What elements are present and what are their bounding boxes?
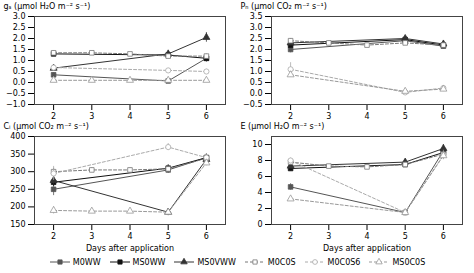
svg-text:2: 2 bbox=[257, 204, 262, 213]
svg-text:4: 4 bbox=[127, 232, 132, 241]
svg-text:10: 10 bbox=[252, 140, 262, 149]
svg-text:−0.5: −0.5 bbox=[6, 89, 25, 98]
svg-text:2.5: 2.5 bbox=[250, 34, 263, 43]
svg-text:3: 3 bbox=[326, 112, 331, 120]
svg-text:1.5: 1.5 bbox=[250, 56, 263, 65]
svg-text:4: 4 bbox=[257, 188, 262, 197]
svg-text:5: 5 bbox=[166, 112, 171, 120]
html-text:M0C0S: M0C0S bbox=[267, 257, 296, 267]
svg-text:4: 4 bbox=[364, 112, 369, 120]
svg-text:0.5: 0.5 bbox=[250, 78, 263, 87]
html-text:MS0C0S: MS0C0S bbox=[392, 257, 426, 267]
svg-text:2: 2 bbox=[51, 112, 56, 120]
svg-text:2: 2 bbox=[51, 232, 56, 241]
svg-text:8: 8 bbox=[257, 156, 262, 165]
svg-text:Days after application: Days after application bbox=[323, 244, 411, 253]
svg-text:E (µmol H₂O m⁻² s⁻¹): E (µmol H₂O m⁻² s⁻¹) bbox=[241, 122, 325, 131]
svg-text:1.0: 1.0 bbox=[250, 67, 263, 76]
html-text:MS0WW: MS0WW bbox=[132, 257, 166, 267]
svg-text:2: 2 bbox=[288, 232, 293, 241]
svg-text:350: 350 bbox=[10, 150, 25, 159]
svg-text:0.0: 0.0 bbox=[13, 78, 26, 87]
svg-text:300: 300 bbox=[10, 167, 25, 176]
svg-text:3.0: 3.0 bbox=[13, 12, 26, 21]
svg-text:5: 5 bbox=[403, 112, 408, 120]
svg-text:6: 6 bbox=[204, 232, 209, 241]
svg-text:2: 2 bbox=[288, 112, 293, 120]
svg-text:2.0: 2.0 bbox=[250, 45, 263, 54]
html-text:M0WW: M0WW bbox=[72, 257, 101, 267]
html-text:M0C0S6: M0C0S6 bbox=[327, 257, 361, 267]
svg-text:3.5: 3.5 bbox=[250, 12, 263, 21]
svg-text:150: 150 bbox=[10, 220, 25, 229]
svg-text:3: 3 bbox=[89, 112, 94, 120]
svg-text:4: 4 bbox=[127, 112, 132, 120]
svg-text:200: 200 bbox=[10, 202, 25, 211]
svg-text:250: 250 bbox=[10, 185, 25, 194]
svg-text:0: 0 bbox=[257, 220, 262, 229]
svg-text:3: 3 bbox=[89, 232, 94, 241]
svg-text:6: 6 bbox=[441, 112, 446, 120]
svg-text:6: 6 bbox=[441, 232, 446, 241]
svg-text:4: 4 bbox=[364, 232, 369, 241]
svg-text:0.5: 0.5 bbox=[13, 67, 26, 76]
svg-text:2.5: 2.5 bbox=[13, 23, 26, 32]
html-text:MS0VWW: MS0VWW bbox=[197, 257, 236, 267]
svg-text:1.5: 1.5 bbox=[13, 45, 26, 54]
svg-text:−1.0: −1.0 bbox=[6, 100, 25, 109]
svg-text:6: 6 bbox=[257, 172, 262, 181]
svg-text:400: 400 bbox=[10, 132, 25, 141]
svg-text:5: 5 bbox=[166, 232, 171, 241]
svg-text:3: 3 bbox=[326, 232, 331, 241]
svg-text:1.0: 1.0 bbox=[13, 56, 26, 65]
svg-text:−0.5: −0.5 bbox=[243, 100, 262, 109]
svg-text:0.0: 0.0 bbox=[250, 89, 263, 98]
svg-text:Cᵢ (µmol CO₂ m⁻² s⁻¹): Cᵢ (µmol CO₂ m⁻² s⁻¹) bbox=[4, 122, 89, 131]
svg-text:3.0: 3.0 bbox=[250, 23, 263, 32]
svg-text:gₛ (µmol H₂O m⁻² s⁻¹): gₛ (µmol H₂O m⁻² s⁻¹) bbox=[4, 2, 91, 11]
svg-text:Days after application: Days after application bbox=[86, 244, 174, 253]
svg-text:Pₙ (µmol CO₂ m⁻² s⁻¹): Pₙ (µmol CO₂ m⁻² s⁻¹) bbox=[241, 2, 327, 11]
svg-text:6: 6 bbox=[204, 112, 209, 120]
svg-text:2.0: 2.0 bbox=[13, 34, 26, 43]
svg-text:5: 5 bbox=[403, 232, 408, 241]
